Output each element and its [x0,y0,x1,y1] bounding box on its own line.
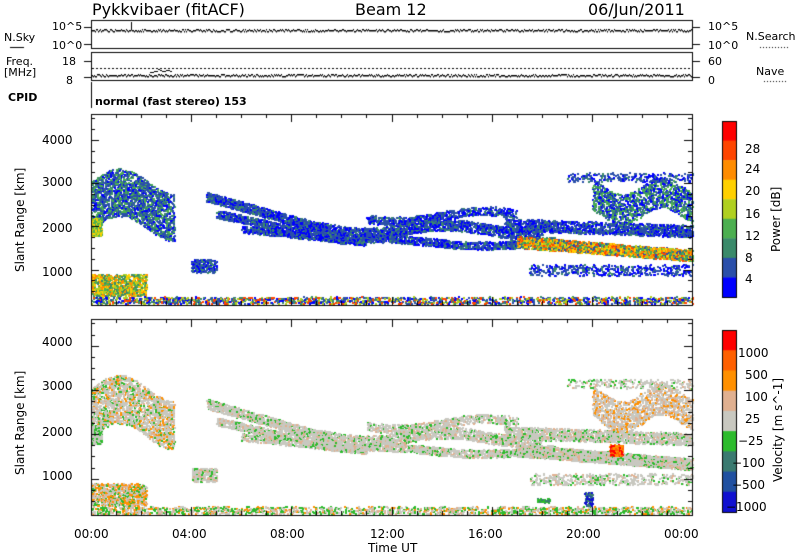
vel-cbar-tick-500: 500 [745,368,768,382]
xtick-1200: 12:00 [370,527,405,541]
vel-cbar-tick-neg100: −100 [732,456,765,470]
power-cbar-tick-28: 28 [745,142,761,156]
nsky-tick-high: 10^5 [52,20,83,33]
xtick-0000: 00:00 [74,527,109,541]
power-ytick-3000: 3000 [42,175,73,189]
vel-ytick-2000: 2000 [42,425,73,439]
station-title: Pykkvibaer (fitACF) [92,0,245,19]
xtick-2400: 00:00 [664,527,699,541]
vel-ylabel: Slant Range [km] [13,370,27,475]
vel-cbar-tick-100: 100 [745,390,768,404]
xtick-0400: 04:00 [172,527,207,541]
cpid-label: CPID [8,91,38,104]
vel-ytick-3000: 3000 [42,379,73,393]
power-ytick-1000: 1000 [42,265,73,279]
nave-tick-low: 0 [708,74,715,87]
freq-unit-label: [MHz] [4,66,37,79]
power-ylabel: Slant Range [km] [13,167,27,272]
freq-tick-high: 18 [62,55,76,68]
power-ytick-2000: 2000 [42,221,73,235]
date-title: 06/Jun/2011 [588,0,685,19]
vel-cbar-tick-neg1000: −1000 [726,500,767,514]
power-cbar-tick-12: 12 [745,229,761,243]
freq-label: Freq. [6,55,34,68]
nsearch-tick-high: 10^5 [708,20,739,33]
vel-cbar-tick-25: 25 [745,412,761,426]
power-cbar-tick-24: 24 [745,162,761,176]
power-cbar-tick-20: 20 [745,184,761,198]
vel-ytick-1000: 1000 [42,469,73,483]
vel-cbar-tick-1000: 1000 [738,346,769,360]
nave-label: Nave [756,65,785,78]
power-cbar-tick-4: 4 [745,272,753,286]
power-cbar-tick-8: 8 [745,251,753,265]
xtick-2000: 20:00 [566,527,601,541]
xtick-1600: 16:00 [468,527,503,541]
x-axis-label: Time UT [368,541,418,555]
xtick-0800: 08:00 [270,527,305,541]
vel-cbar-label: Velocity [m s^-1] [771,377,785,482]
nsky-tick-low: 10^0 [52,39,83,52]
nave-tick-high: 60 [708,55,722,68]
nsearch-tick-low: 10^0 [708,39,739,52]
vel-cbar-tick-neg25: −25 [738,434,764,448]
power-ytick-4000: 4000 [42,133,73,147]
nsearch-label: N.Search [746,30,796,43]
power-cbar-label: Power [dB] [769,186,783,252]
vel-ytick-4000: 4000 [42,335,73,349]
nsky-label: N.Sky [4,31,36,44]
power-cbar-tick-16: 16 [745,207,761,221]
beam-title: Beam 12 [355,0,427,19]
vel-cbar-tick-neg500: −500 [732,478,765,492]
cpid-text: normal (fast stereo) 153 [95,95,247,108]
freq-tick-low: 8 [66,74,73,87]
